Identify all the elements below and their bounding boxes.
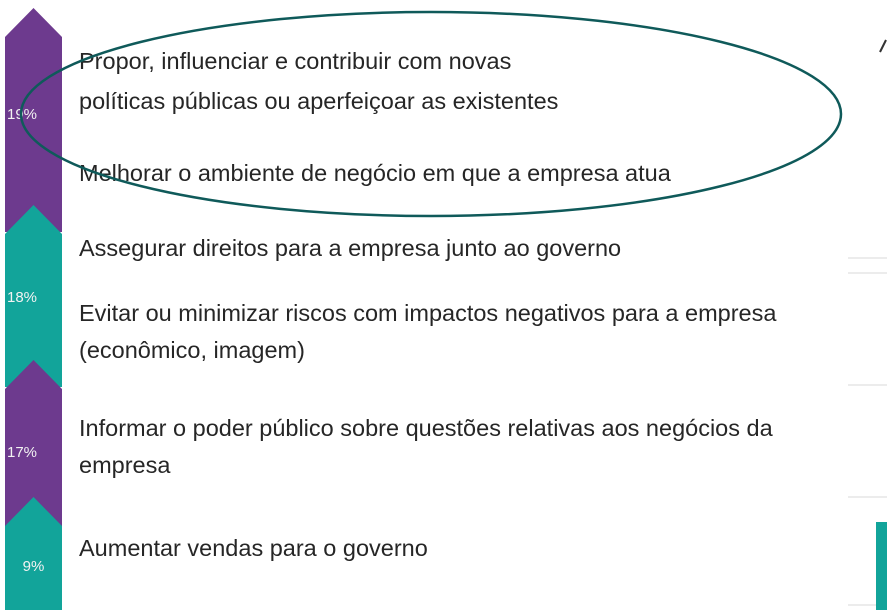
item-text: Aumentar vendas para o governo [79,535,428,561]
item-text: Evitar ou minimizar riscos com impactos … [79,300,777,326]
item-text: Melhorar o ambiente de negócio em que a … [79,160,672,186]
chevron [5,205,62,387]
item-text: Informar o poder público sobre questões … [79,415,774,441]
percent-label: 17% [7,444,37,461]
item-text: empresa [79,452,171,478]
item-text: (econômico, imagem) [79,337,305,363]
percent-label: 18% [7,289,37,306]
mark [879,39,887,53]
percent-label: 9% [23,558,45,575]
side-bar [876,522,887,610]
chevron [5,497,62,610]
chevron [5,360,62,527]
chevron [5,8,62,232]
highlight-ellipse [19,10,843,218]
item-text: políticas públicas ou aperfeiçoar as exi… [79,88,558,114]
item-text: Propor, influenciar e contribuir com nov… [79,48,511,74]
item-text: Assegurar direitos para a empresa junto … [79,235,621,261]
